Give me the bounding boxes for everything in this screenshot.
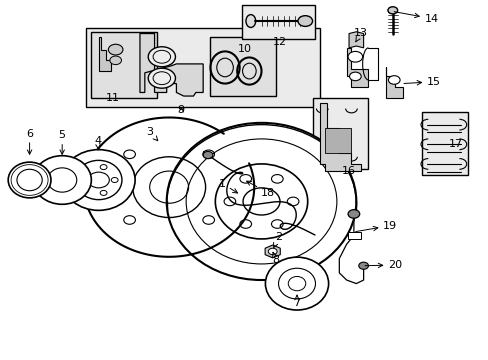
Text: 9: 9 bbox=[177, 105, 184, 115]
Text: 12: 12 bbox=[272, 37, 286, 47]
Circle shape bbox=[110, 56, 121, 64]
Bar bbox=[91, 32, 157, 98]
Bar bbox=[210, 37, 276, 96]
Circle shape bbox=[148, 68, 175, 88]
Polygon shape bbox=[385, 67, 402, 98]
Text: 19: 19 bbox=[355, 221, 396, 231]
Text: 3: 3 bbox=[146, 127, 158, 141]
Text: 8: 8 bbox=[272, 252, 279, 265]
Polygon shape bbox=[348, 32, 363, 48]
Bar bbox=[347, 232, 361, 239]
Ellipse shape bbox=[166, 123, 356, 280]
Text: 7: 7 bbox=[293, 295, 300, 308]
Circle shape bbox=[297, 16, 312, 26]
Circle shape bbox=[108, 44, 122, 55]
Ellipse shape bbox=[62, 150, 135, 210]
Text: 1: 1 bbox=[219, 179, 237, 193]
Polygon shape bbox=[346, 48, 368, 87]
Text: 4: 4 bbox=[94, 136, 101, 150]
Ellipse shape bbox=[8, 162, 51, 198]
Text: 18: 18 bbox=[246, 181, 274, 198]
Circle shape bbox=[387, 7, 397, 14]
Polygon shape bbox=[264, 245, 280, 258]
Ellipse shape bbox=[265, 257, 328, 310]
Circle shape bbox=[203, 152, 212, 158]
Circle shape bbox=[347, 51, 362, 62]
Text: 6: 6 bbox=[26, 129, 33, 154]
Circle shape bbox=[387, 76, 399, 84]
Ellipse shape bbox=[33, 156, 91, 204]
Text: 20: 20 bbox=[364, 260, 401, 270]
Ellipse shape bbox=[245, 15, 255, 27]
Text: 17: 17 bbox=[448, 139, 462, 149]
Text: 11: 11 bbox=[106, 93, 120, 103]
Bar bbox=[242, 5, 314, 39]
Circle shape bbox=[358, 262, 368, 269]
Text: 14: 14 bbox=[393, 12, 438, 23]
Polygon shape bbox=[140, 33, 203, 96]
Text: 13: 13 bbox=[353, 28, 367, 42]
Text: 15: 15 bbox=[403, 77, 440, 87]
Circle shape bbox=[148, 47, 175, 67]
Polygon shape bbox=[324, 128, 351, 153]
Text: 5: 5 bbox=[59, 130, 65, 154]
Text: 10: 10 bbox=[237, 44, 251, 54]
Polygon shape bbox=[319, 103, 361, 171]
Bar bbox=[421, 112, 467, 175]
Circle shape bbox=[347, 210, 359, 218]
Bar bbox=[86, 28, 319, 107]
Bar bbox=[312, 98, 368, 169]
Text: 16: 16 bbox=[341, 166, 355, 176]
Circle shape bbox=[268, 248, 277, 255]
Polygon shape bbox=[99, 37, 111, 71]
Circle shape bbox=[349, 72, 361, 81]
Text: 2: 2 bbox=[273, 232, 282, 247]
